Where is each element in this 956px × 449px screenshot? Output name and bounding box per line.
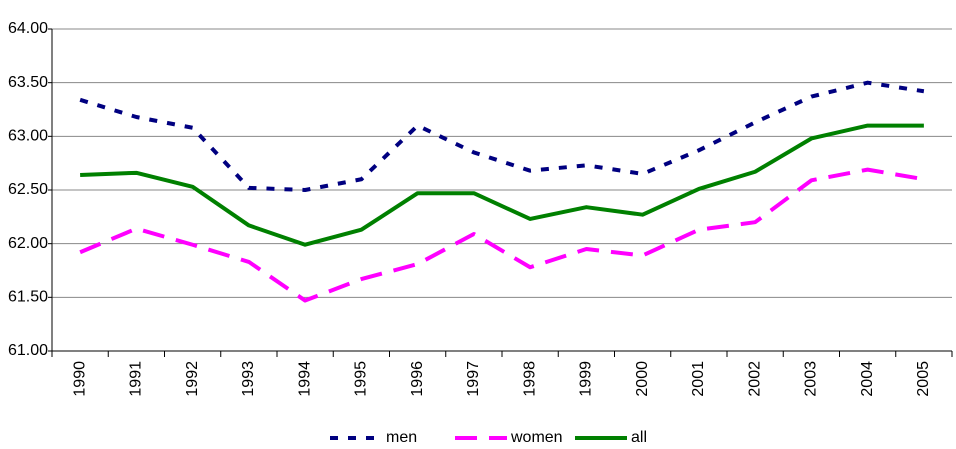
y-tick-label: 62.00 [8,235,48,252]
x-tick-label: 1998 [521,361,538,397]
x-tick-label: 1990 [71,361,88,397]
y-tick-label: 63.00 [8,128,48,145]
y-tick-label: 64.00 [8,20,48,37]
x-tick-label: 1997 [465,361,482,397]
x-tick-label: 1999 [578,361,595,397]
series-line [79,167,925,303]
x-tick-label: 1993 [240,361,257,397]
y-tick-label: 62.50 [8,181,48,198]
series-line [80,123,924,247]
legend-label: women [510,429,563,446]
legend-label: men [386,429,417,446]
x-tick-label: 2004 [859,361,876,397]
x-tick-label: 2003 [803,361,820,397]
series-line [79,80,925,192]
x-tick-label: 2000 [634,361,651,397]
y-tick-label: 61.00 [8,342,48,359]
legend-label: all [631,429,647,446]
x-tick-label: 1995 [353,361,370,397]
y-tick-label: 61.50 [8,289,48,306]
x-tick-label: 1994 [296,361,313,397]
x-tick-label: 2002 [746,361,763,397]
y-tick-label: 63.50 [8,74,48,91]
x-tick-label: 2005 [915,361,932,397]
x-tick-label: 2001 [690,361,707,397]
x-tick-label: 1991 [128,361,145,397]
x-tick-label: 1996 [409,361,426,397]
x-tick-label: 1992 [184,361,201,397]
